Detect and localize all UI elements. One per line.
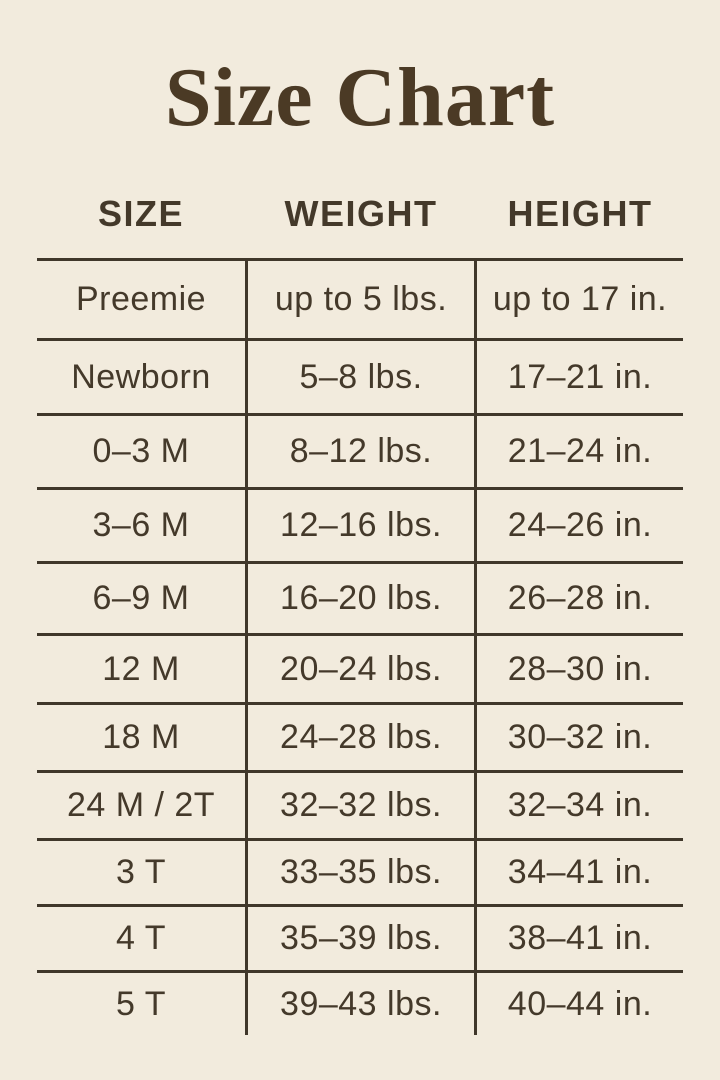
weight-cell: 33–35 lbs.	[245, 841, 477, 904]
height-cell: up to 17 in.	[492, 280, 668, 318]
size-cell: 24 M / 2T	[66, 786, 216, 824]
weight-cell: 32–32 lbs.	[245, 773, 477, 838]
height-cell: 24–26 in.	[507, 506, 653, 544]
height-cell: 21–24 in.	[507, 432, 653, 470]
height-cell: 32–34 in.	[507, 786, 653, 824]
size-cell: 3 T	[115, 853, 166, 891]
table-row: 18 M 24–28 lbs. 30–32 in.	[37, 705, 683, 773]
size-cell: 6–9 M	[92, 579, 190, 617]
column-header-weight: WEIGHT	[284, 193, 438, 234]
weight-cell: up to 5 lbs.	[245, 261, 477, 338]
table-row: Preemie up to 5 lbs. up to 17 in.	[37, 261, 683, 341]
table-row: 4 T 35–39 lbs. 38–41 in.	[37, 907, 683, 973]
table-row: 3–6 M 12–16 lbs. 24–26 in.	[37, 490, 683, 564]
table-row: Newborn 5–8 lbs. 17–21 in.	[37, 341, 683, 416]
weight-cell: 39–43 lbs.	[245, 973, 477, 1035]
size-cell: 0–3 M	[92, 432, 190, 470]
table-row: 5 T 39–43 lbs. 40–44 in.	[37, 973, 683, 1035]
height-cell: 38–41 in.	[507, 919, 653, 957]
table-row: 3 T 33–35 lbs. 34–41 in.	[37, 841, 683, 907]
size-cell: 18 M	[102, 718, 180, 756]
size-chart-table: SIZE WEIGHT HEIGHT Preemie up to 5 lbs. …	[37, 183, 683, 1035]
weight-cell: 24–28 lbs.	[245, 705, 477, 770]
weight-cell: 35–39 lbs.	[245, 907, 477, 970]
height-cell: 17–21 in.	[507, 357, 653, 396]
size-cell: Preemie	[75, 280, 207, 318]
height-cell: 26–28 in.	[507, 579, 653, 617]
page-title: Size Chart	[164, 51, 556, 144]
weight-cell: 16–20 lbs.	[245, 564, 477, 633]
height-cell: 34–41 in.	[507, 853, 653, 891]
table-row: 6–9 M 16–20 lbs. 26–28 in.	[37, 564, 683, 636]
table-row: 24 M / 2T 32–32 lbs. 32–34 in.	[37, 773, 683, 841]
height-cell: 40–44 in.	[507, 984, 653, 1023]
weight-cell: 5–8 lbs.	[245, 341, 477, 413]
column-header-size: SIZE	[97, 193, 184, 234]
table-header-row: SIZE WEIGHT HEIGHT	[37, 183, 683, 245]
column-header-height: HEIGHT	[507, 193, 653, 234]
weight-cell: 20–24 lbs.	[245, 636, 477, 702]
height-cell: 30–32 in.	[507, 718, 653, 756]
weight-cell: 8–12 lbs.	[245, 416, 477, 487]
weight-cell: 12–16 lbs.	[245, 490, 477, 561]
size-cell: 12 M	[102, 649, 180, 688]
table-body: Preemie up to 5 lbs. up to 17 in. Newbor…	[37, 258, 683, 1035]
size-cell: Newborn	[71, 357, 211, 396]
size-cell: 3–6 M	[92, 506, 190, 544]
table-row: 12 M 20–24 lbs. 28–30 in.	[37, 636, 683, 705]
height-cell: 28–30 in.	[507, 649, 653, 688]
size-cell: 5 T	[115, 984, 166, 1023]
size-cell: 4 T	[115, 919, 166, 957]
table-row: 0–3 M 8–12 lbs. 21–24 in.	[37, 416, 683, 490]
